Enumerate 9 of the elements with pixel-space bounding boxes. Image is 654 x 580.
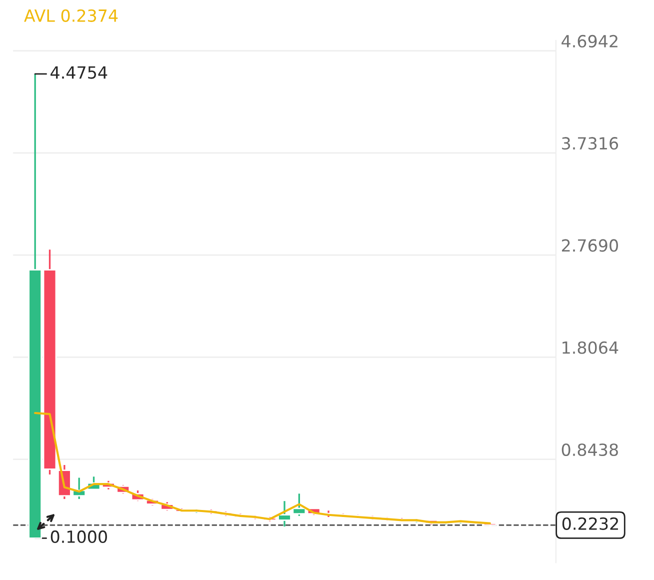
y-tick-label: 4.6942 xyxy=(562,34,618,48)
y-tick-label: 0.8438 xyxy=(562,443,618,456)
y-tick-label: 3.7316 xyxy=(562,137,618,150)
annotation: 4.4754 xyxy=(50,66,108,79)
ref-line-label: 0.2232 xyxy=(562,517,618,530)
annotation: 0.1000 xyxy=(50,530,107,544)
y-tick-label: 2.7690 xyxy=(562,239,618,252)
y-tick-label: 1.8064 xyxy=(562,341,618,354)
text: AVL 0.2374 xyxy=(24,9,118,22)
